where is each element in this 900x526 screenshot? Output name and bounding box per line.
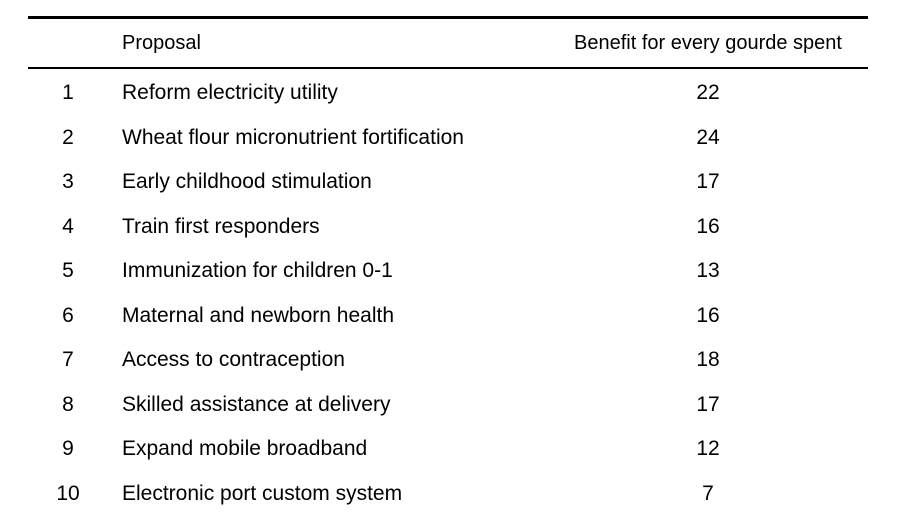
row-proposal: Expand mobile broadband bbox=[122, 437, 368, 461]
row-proposal: Maternal and newborn health bbox=[122, 303, 395, 327]
table-row: 10 Electronic port custom system 7 bbox=[28, 472, 868, 517]
table-row: 2 Wheat flour micronutrient fortificatio… bbox=[28, 116, 868, 161]
table-row: 1 Reform electricity utility 22 bbox=[28, 71, 868, 116]
row-benefit: 16 bbox=[696, 303, 720, 327]
row-benefit: 24 bbox=[696, 125, 720, 149]
row-number: 3 bbox=[62, 170, 74, 194]
row-proposal: Train first responders bbox=[122, 214, 320, 238]
row-proposal: Skilled assistance at delivery bbox=[122, 392, 391, 416]
row-number: 1 bbox=[62, 81, 74, 105]
row-benefit: 22 bbox=[696, 81, 720, 105]
table-header-rule bbox=[28, 67, 868, 69]
table-row: 6 Maternal and newborn health 16 bbox=[28, 294, 868, 339]
row-number: 5 bbox=[62, 259, 74, 283]
table-row: 4 Train first responders 16 bbox=[28, 205, 868, 250]
table-top-rule bbox=[28, 16, 868, 19]
row-number: 10 bbox=[56, 481, 80, 505]
header-benefit: Benefit for every gourde spent bbox=[574, 31, 842, 54]
row-number: 9 bbox=[62, 437, 74, 461]
table-header-row: Proposal Benefit for every gourde spent bbox=[28, 19, 868, 67]
row-benefit: 7 bbox=[702, 481, 714, 505]
table-row: 5 Immunization for children 0-1 13 bbox=[28, 249, 868, 294]
header-proposal: Proposal bbox=[122, 31, 201, 54]
row-benefit: 17 bbox=[696, 392, 720, 416]
row-proposal: Early childhood stimulation bbox=[122, 170, 372, 194]
row-benefit: 17 bbox=[696, 170, 720, 194]
row-benefit: 12 bbox=[696, 437, 720, 461]
row-proposal: Immunization for children 0-1 bbox=[122, 259, 393, 283]
table-row: 7 Access to contraception 18 bbox=[28, 338, 868, 383]
row-benefit: 18 bbox=[696, 348, 720, 372]
row-proposal: Electronic port custom system bbox=[122, 481, 403, 505]
row-number: 4 bbox=[62, 214, 74, 238]
proposals-table: Proposal Benefit for every gourde spent … bbox=[28, 16, 868, 516]
table-row: 3 Early childhood stimulation 17 bbox=[28, 160, 868, 205]
table-body: 1 Reform electricity utility 22 2 Wheat … bbox=[28, 69, 868, 516]
row-number: 2 bbox=[62, 125, 74, 149]
row-number: 8 bbox=[62, 392, 74, 416]
table-row: 8 Skilled assistance at delivery 17 bbox=[28, 383, 868, 428]
row-benefit: 16 bbox=[696, 214, 720, 238]
row-proposal: Wheat flour micronutrient fortification bbox=[122, 125, 464, 149]
row-benefit: 13 bbox=[696, 259, 720, 283]
row-number: 6 bbox=[62, 303, 74, 327]
table-row: 9 Expand mobile broadband 12 bbox=[28, 427, 868, 472]
row-proposal: Access to contraception bbox=[122, 348, 345, 372]
row-proposal: Reform electricity utility bbox=[122, 81, 338, 105]
row-number: 7 bbox=[62, 348, 74, 372]
